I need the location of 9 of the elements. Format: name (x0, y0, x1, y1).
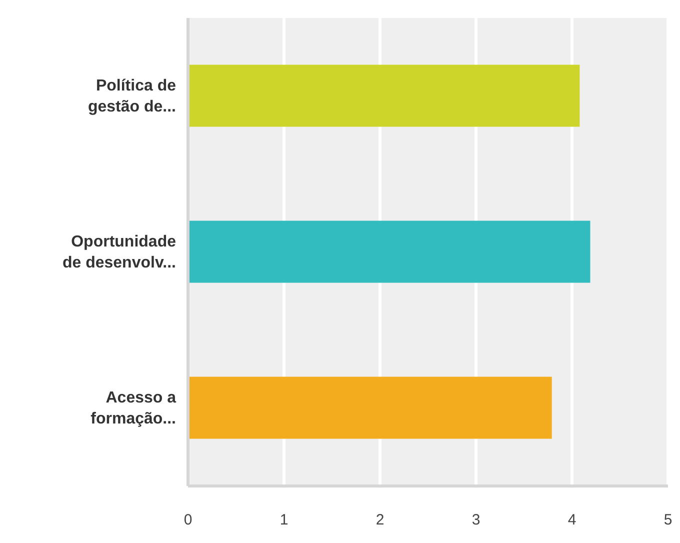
y-tick-label: Oportunidade de desenvolv... (62, 233, 176, 271)
x-tick-label: 4 (568, 512, 576, 529)
x-tick-label: 1 (280, 512, 288, 529)
y-tick-label: Acesso a formação... (90, 389, 176, 427)
x-tick-label: 5 (664, 512, 672, 529)
y-tick-label: Política de gestão de... (88, 77, 176, 115)
x-tick-label: 2 (376, 512, 384, 529)
x-tick-label: 0 (184, 512, 192, 529)
x-tick-label: 3 (472, 512, 480, 529)
